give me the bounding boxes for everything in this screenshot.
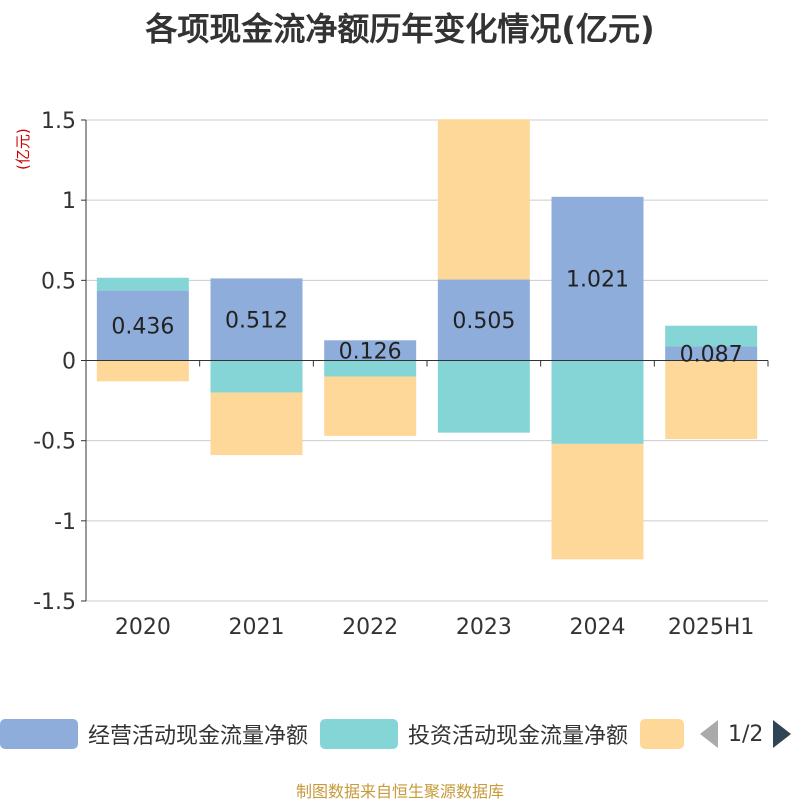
legend-next-page-icon[interactable]: [773, 720, 792, 748]
y-tick-label: -1: [54, 510, 76, 535]
bar-operating-2020[interactable]: [96, 290, 189, 361]
x-tick-label: 2020: [115, 615, 171, 640]
bar-investing-2024[interactable]: [551, 360, 644, 444]
data-source-note: 制图数据来自恒生聚源数据库: [295, 782, 504, 801]
legend-swatch-investing: [320, 719, 398, 749]
chart-legend: 经营活动现金流量净额 投资活动现金流量净额 1/2: [0, 712, 800, 760]
bar-financing-2022[interactable]: [324, 376, 417, 436]
bar-investing-2025H1[interactable]: [665, 325, 758, 347]
bar-financing-2021[interactable]: [210, 392, 303, 456]
data-label-operating-2021: 0.512: [225, 308, 288, 333]
chart-title: 各项现金流净额历年变化情况(亿元): [145, 10, 655, 48]
legend-swatch-financing: [640, 719, 684, 749]
x-tick-label: 2022: [342, 615, 398, 640]
legend-item-financing[interactable]: [640, 718, 684, 750]
y-tick-label: 1: [62, 189, 76, 214]
data-label-operating-2022: 0.126: [339, 339, 402, 364]
bar-investing-2020[interactable]: [96, 277, 189, 291]
x-tick-label: 2021: [229, 615, 285, 640]
legend-label-operating: 经营活动现金流量净额: [88, 724, 309, 749]
y-tick-label: -0.5: [33, 430, 76, 455]
bar-operating-2022[interactable]: [324, 340, 417, 361]
x-tick-label: 2025H1: [668, 615, 755, 640]
bar-investing-2021[interactable]: [210, 360, 303, 393]
data-label-operating-2023: 0.505: [452, 309, 515, 334]
stacked-bar-chart: 1.5 1 0.5 0 -0.5 -1 -1.5 2020 2021 2022 2023 2024 20…: [33, 109, 769, 640]
data-label-operating-2024: 1.021: [566, 268, 629, 293]
y-tick-label: 0.5: [41, 269, 76, 294]
legend-prev-page-icon[interactable]: [700, 720, 718, 748]
bar-investing-2023[interactable]: [437, 360, 530, 433]
bar-financing-2020[interactable]: [96, 360, 189, 382]
bar-financing-2023[interactable]: [437, 119, 530, 280]
data-label-operating-2020: 0.436: [111, 315, 174, 340]
bar-operating-2023[interactable]: [437, 279, 530, 361]
x-tick-label: 2023: [456, 615, 512, 640]
legend-swatch-operating: [0, 719, 78, 749]
legend-label-investing: 投资活动现金流量净额: [408, 724, 629, 749]
bar-investing-2022[interactable]: [324, 360, 417, 377]
data-label-operating-2025H1: 0.087: [680, 343, 743, 368]
legend-item-investing[interactable]: 投资活动现金流量净额: [320, 718, 628, 750]
bar-financing-2024[interactable]: [551, 443, 644, 560]
x-tick-label: 2024: [570, 615, 626, 640]
y-tick-label: 0: [62, 350, 76, 375]
bar-operating-2024[interactable]: [551, 196, 644, 361]
bar-operating-2021[interactable]: [210, 278, 303, 361]
legend-page-indicator: 1/2: [728, 721, 764, 747]
legend-item-operating[interactable]: 经营活动现金流量净额: [0, 718, 308, 750]
y-tick-label: 1.5: [41, 109, 76, 134]
bar-financing-2025H1[interactable]: [665, 360, 758, 440]
legend-pager: 1/2: [700, 718, 792, 750]
bar-operating-2025H1[interactable]: [665, 346, 758, 361]
y-tick-label: -1.5: [33, 590, 76, 615]
